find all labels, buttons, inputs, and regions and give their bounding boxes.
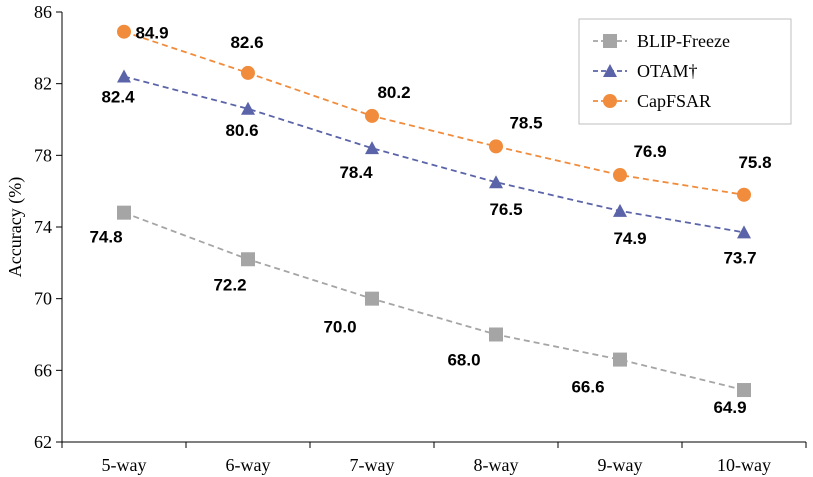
data-point-triangle: [737, 225, 751, 239]
data-label: 80.6: [225, 121, 258, 140]
y-tick-label: 66: [34, 360, 52, 380]
x-tick-label: 9-way: [598, 455, 643, 475]
data-label: 75.8: [738, 153, 771, 172]
data-label: 68.0: [447, 351, 480, 370]
y-tick-label: 86: [34, 2, 52, 22]
legend-label: BLIP-Freeze: [637, 31, 730, 51]
data-point-circle: [613, 168, 627, 183]
data-point-square: [737, 383, 751, 398]
data-label: 74.9: [613, 229, 646, 248]
legend-item: OTAM†: [593, 61, 698, 81]
data-point-square: [117, 205, 131, 220]
data-label: 78.4: [339, 163, 373, 182]
data-label: 74.8: [89, 228, 122, 247]
legend-item: BLIP-Freeze: [593, 31, 730, 51]
data-label: 84.9: [135, 24, 168, 43]
data-labels: 74.8 72.2 70.0 68.0 66.6 64.9 82.4 80.6 78.4 76.5…: [89, 24, 771, 417]
x-tick-label: 7-way: [350, 455, 395, 475]
data-label: 76.5: [489, 200, 522, 219]
legend: BLIP-Freeze OTAM† CapFSAR: [578, 18, 792, 125]
data-point-square: [365, 291, 379, 306]
series-line: [123, 211, 745, 391]
data-label: 78.5: [509, 113, 542, 132]
series-line: [123, 30, 745, 196]
data-point-circle: [737, 187, 751, 202]
data-label: 76.9: [633, 142, 666, 161]
data-point-circle: [365, 108, 379, 123]
x-tick-label: 8-way: [474, 455, 519, 475]
series-layer: [117, 24, 751, 398]
x-tick-label: 5-way: [102, 455, 147, 475]
series-blipfreeze: [117, 205, 751, 398]
y-tick-label: 74: [34, 217, 52, 237]
data-point-triangle: [489, 175, 503, 189]
y-tick-label: 78: [34, 145, 52, 165]
legend-marker-triangle: [603, 64, 617, 77]
legend-label: CapFSAR: [637, 91, 711, 111]
data-point-triangle: [613, 203, 627, 217]
data-label: 66.6: [571, 378, 604, 397]
data-point-circle: [241, 65, 255, 80]
data-point-square: [613, 352, 627, 367]
data-point-triangle: [241, 101, 255, 115]
y-tick-label: 62: [34, 432, 52, 452]
data-point-square: [489, 327, 503, 342]
data-point-triangle: [117, 69, 131, 83]
data-point-circle: [489, 139, 503, 154]
legend-label: OTAM†: [637, 61, 698, 81]
data-label: 70.0: [323, 318, 356, 337]
x-tick-label: 10-way: [717, 455, 771, 475]
series-capfsar: [117, 24, 751, 202]
series-otam: [117, 69, 751, 239]
series-line: [123, 75, 745, 234]
data-label: 82.4: [101, 88, 135, 107]
data-label: 73.7: [723, 248, 756, 267]
y-tick-label: 82: [34, 74, 52, 94]
data-point-triangle: [365, 141, 379, 155]
legend-item: CapFSAR: [593, 91, 711, 111]
data-point-circle: [117, 24, 131, 39]
data-point-square: [241, 252, 255, 267]
axes: 62 66 70 74 78 82 86 5-way 6-way 7-way 8-way 9-way 1…: [5, 2, 807, 475]
data-label: 72.2: [213, 275, 246, 294]
y-tick-label: 70: [34, 289, 52, 309]
y-axis-title: Accuracy (%): [5, 177, 26, 277]
x-tick-label: 6-way: [226, 455, 271, 475]
legend-marker-circle: [603, 94, 617, 108]
legend-marker-square: [603, 34, 617, 48]
data-label: 64.9: [713, 398, 746, 417]
data-label: 80.2: [377, 83, 410, 102]
data-label: 82.6: [230, 33, 263, 52]
